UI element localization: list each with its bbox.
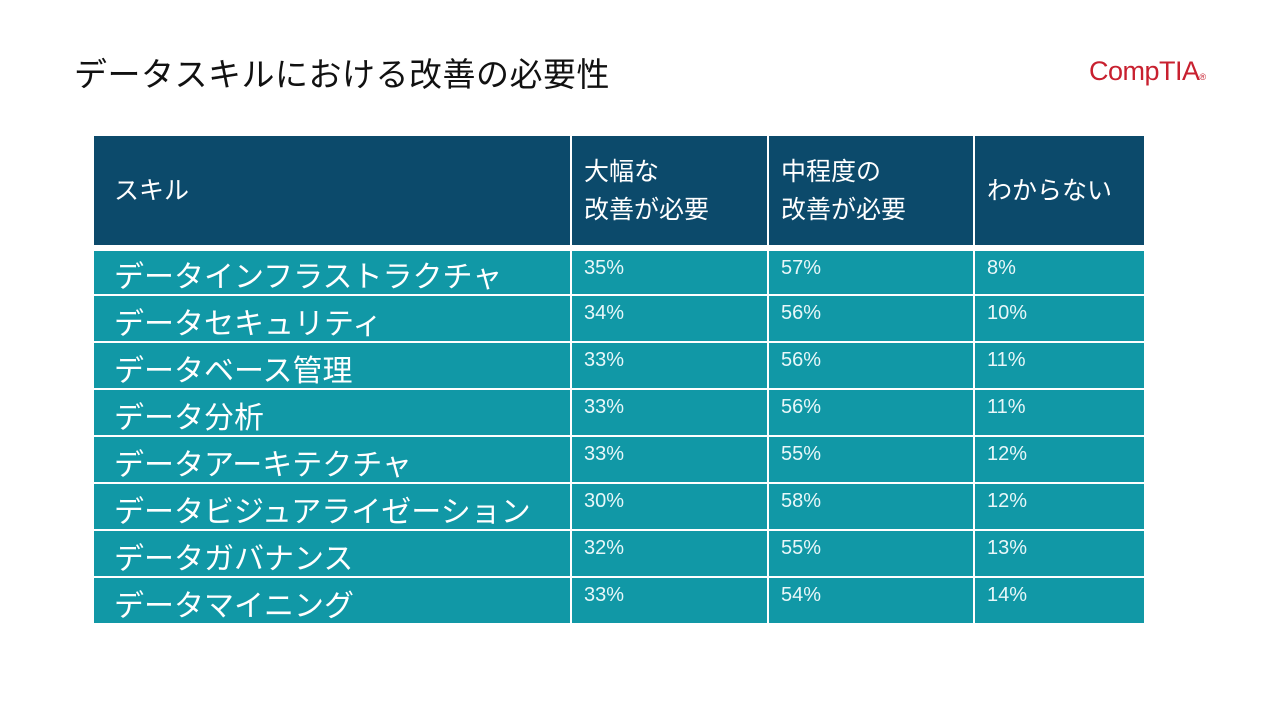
header-unknown: わからない (973, 134, 1146, 251)
table-row: データ分析 33% 56% 11% (92, 388, 1146, 437)
major-cell: 33% (570, 435, 769, 484)
table-row: データインフラストラクチャ 35% 57% 8% (92, 247, 1146, 296)
moderate-cell: 54% (767, 576, 975, 625)
header-moderate-improvement: 中程度の 改善が必要 (767, 134, 975, 251)
header-major-line-2: 改善が必要 (584, 194, 710, 224)
skill-cell: データベース管理 (92, 341, 572, 390)
skill-cell: データマイニング (92, 576, 572, 625)
skill-cell: データ分析 (92, 388, 572, 437)
skill-cell: データセキュリティ (92, 294, 572, 343)
header-major-improvement: 大幅な 改善が必要 (570, 134, 769, 251)
table-row: データガバナンス 32% 55% 13% (92, 529, 1146, 578)
major-cell: 34% (570, 294, 769, 343)
table-row: データビジュアライゼーション 30% 58% 12% (92, 482, 1146, 531)
unknown-cell: 11% (973, 341, 1146, 390)
table-row: データセキュリティ 34% 56% 10% (92, 294, 1146, 343)
unknown-cell: 8% (973, 247, 1146, 296)
page-title: データスキルにおける改善の必要性 (74, 55, 610, 94)
major-cell: 32% (570, 529, 769, 578)
table-row: データマイニング 33% 54% 14% (92, 576, 1146, 625)
moderate-cell: 56% (767, 341, 975, 390)
unknown-cell: 11% (973, 388, 1146, 437)
major-cell: 30% (570, 482, 769, 531)
header-skill: スキル (92, 134, 572, 251)
moderate-cell: 55% (767, 529, 975, 578)
comptia-logo: CompTIA® (1089, 56, 1206, 87)
moderate-cell: 55% (767, 435, 975, 484)
header-unknown-line-1: わからない (987, 175, 1113, 205)
unknown-cell: 14% (973, 576, 1146, 625)
unknown-cell: 10% (973, 294, 1146, 343)
major-cell: 33% (570, 576, 769, 625)
logo-registered-mark: ® (1199, 72, 1207, 82)
moderate-cell: 58% (767, 482, 975, 531)
skill-cell: データインフラストラクチャ (92, 247, 572, 296)
header-major-line-1: 大幅な (584, 157, 660, 186)
skills-table: スキル 大幅な 改善が必要 中程度の 改善が必要 わからない データインフラスト… (92, 134, 1146, 625)
major-cell: 35% (570, 247, 769, 296)
major-cell: 33% (570, 341, 769, 390)
moderate-cell: 56% (767, 294, 975, 343)
unknown-cell: 13% (973, 529, 1146, 578)
major-cell: 33% (570, 388, 769, 437)
table-row: データベース管理 33% 56% 11% (92, 341, 1146, 390)
unknown-cell: 12% (973, 482, 1146, 531)
skill-cell: データアーキテクチャ (92, 435, 572, 484)
moderate-cell: 57% (767, 247, 975, 296)
table-header-row: スキル 大幅な 改善が必要 中程度の 改善が必要 わからない (92, 134, 1146, 251)
header-moderate-line-1: 中程度の (781, 157, 882, 186)
logo-text: CompTIA (1089, 56, 1200, 86)
header-skill-line-1: スキル (114, 175, 190, 205)
header-moderate-line-2: 改善が必要 (781, 194, 907, 224)
unknown-cell: 12% (973, 435, 1146, 484)
skill-cell: データガバナンス (92, 529, 572, 578)
moderate-cell: 56% (767, 388, 975, 437)
skill-cell: データビジュアライゼーション (92, 482, 572, 531)
table-row: データアーキテクチャ 33% 55% 12% (92, 435, 1146, 484)
